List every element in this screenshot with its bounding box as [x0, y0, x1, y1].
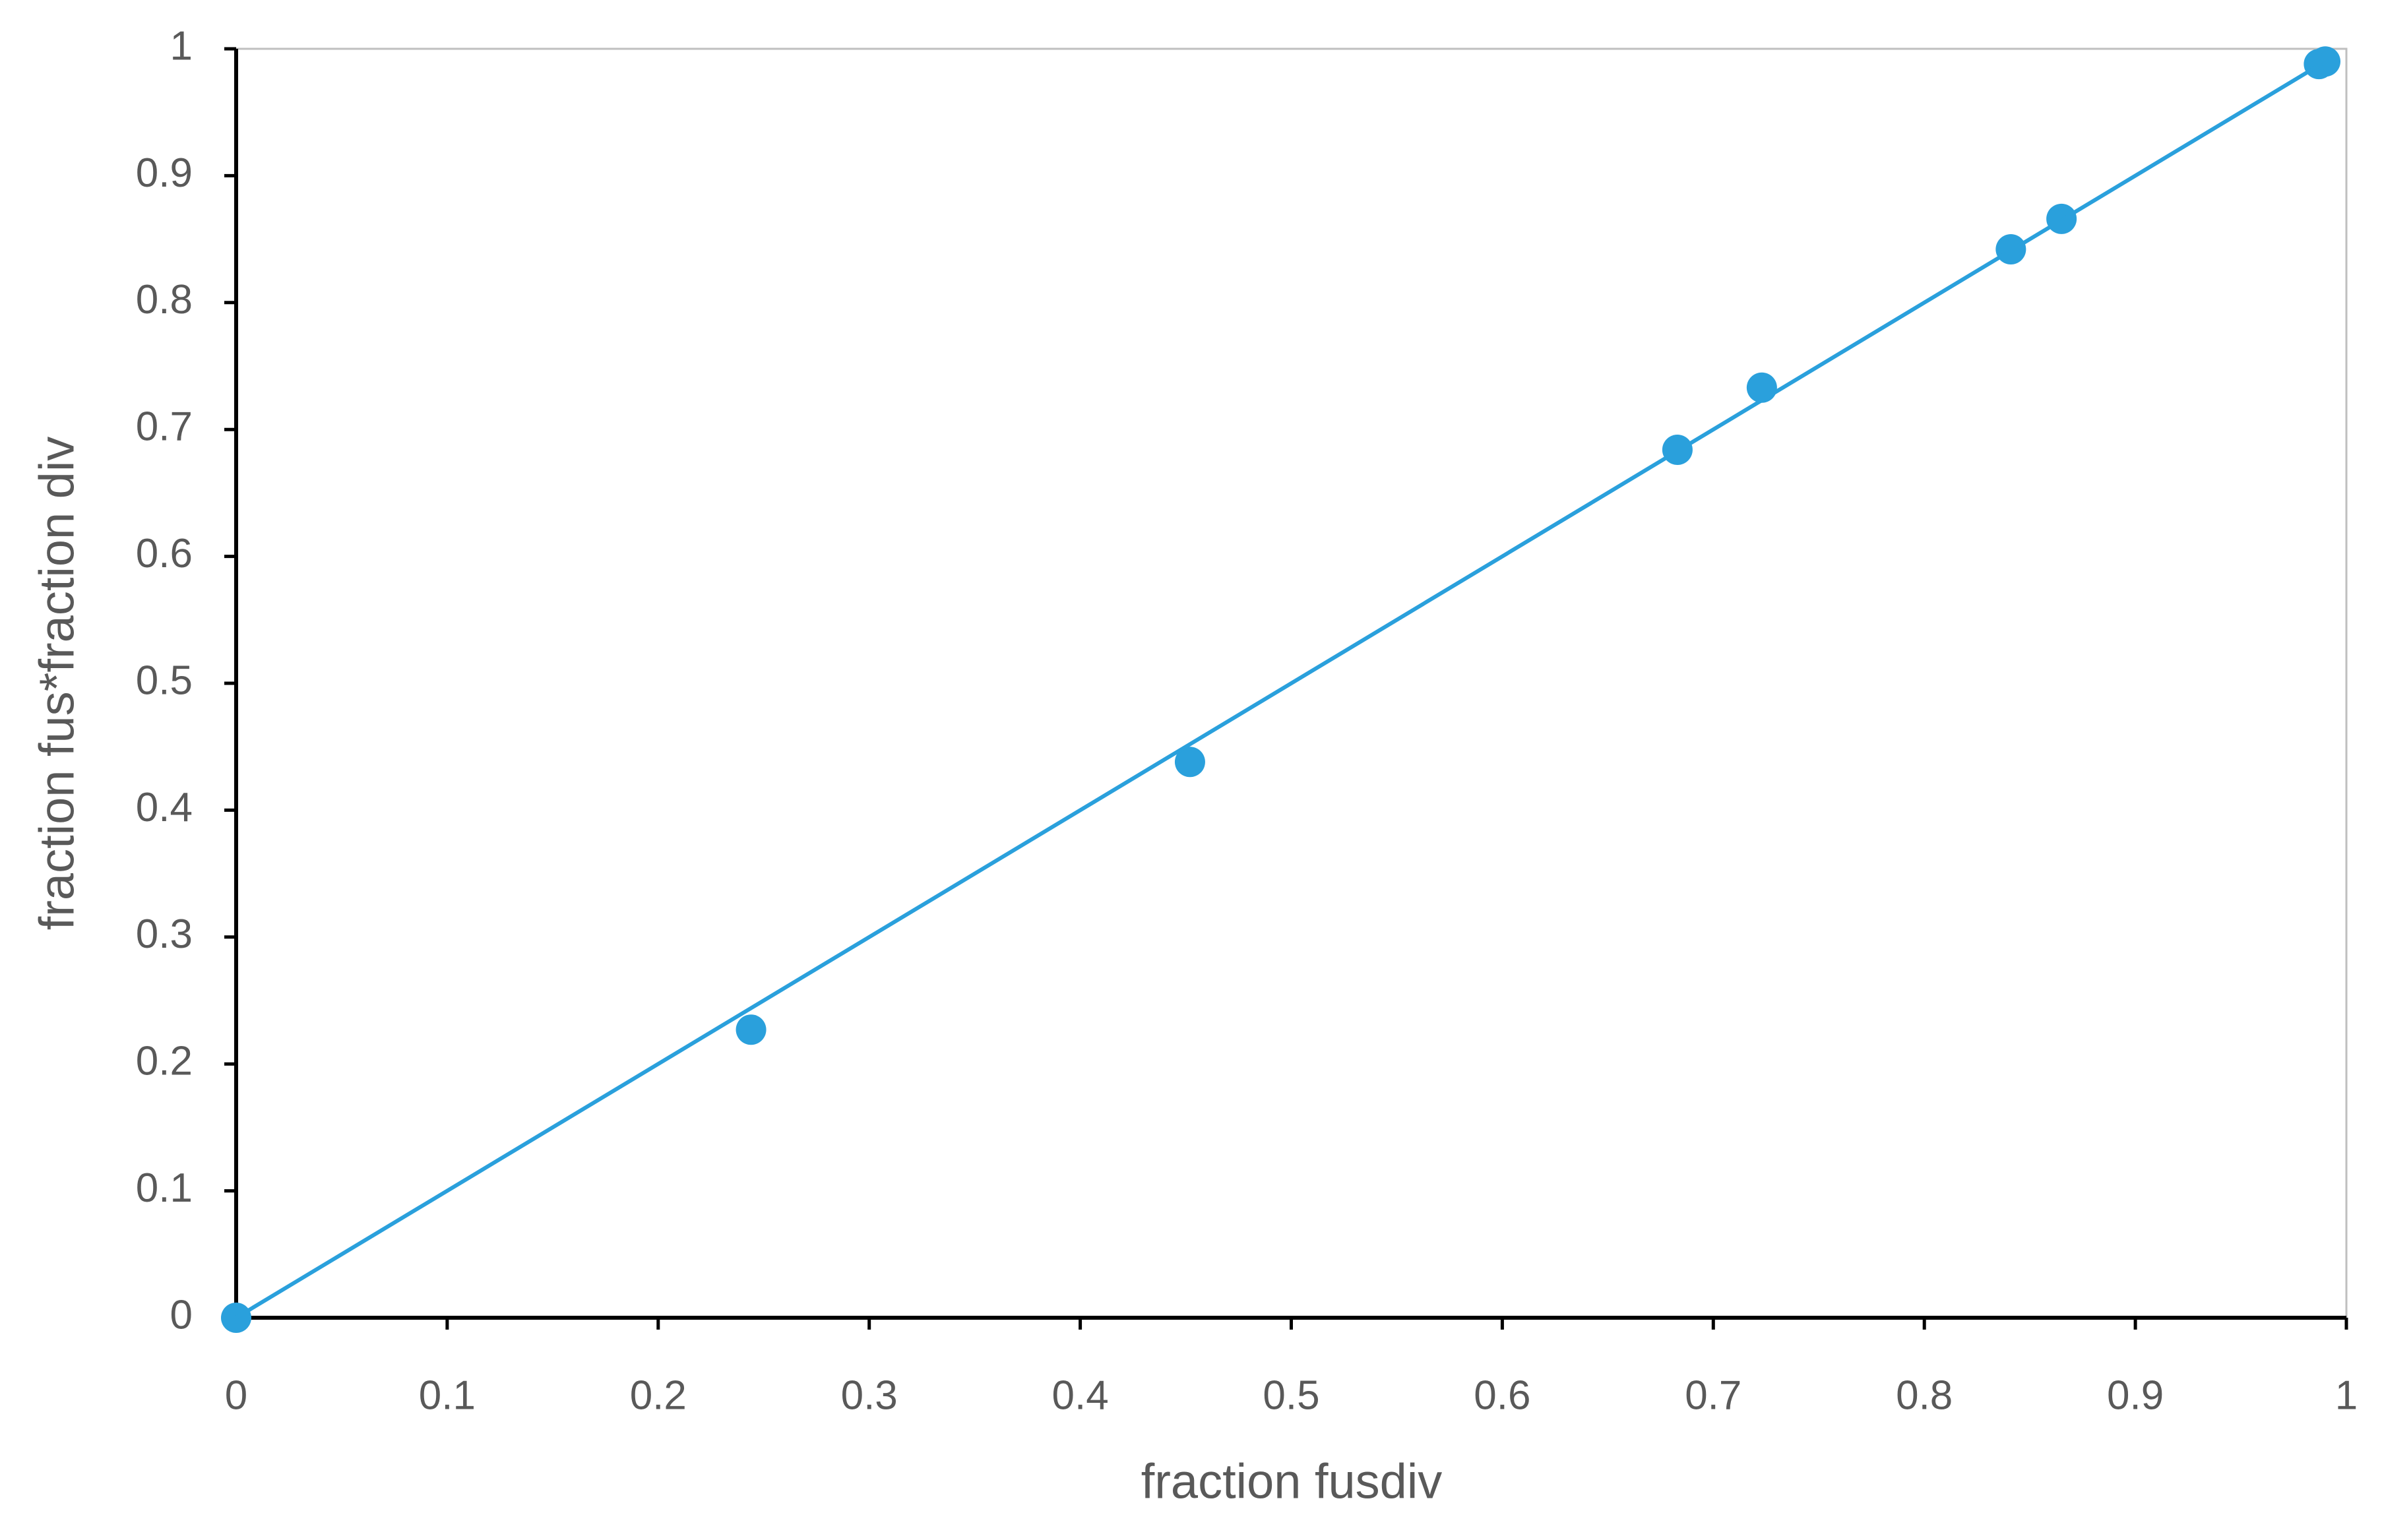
- y-tick-label: 0.8: [136, 277, 193, 323]
- y-tick-label: 0.9: [136, 150, 193, 196]
- y-axis-title: fraction fus*fraction div: [30, 437, 84, 931]
- y-tick-label: 0.3: [136, 911, 193, 957]
- trend-line: [235, 59, 2327, 1320]
- x-tick-label: 0.4: [1051, 1372, 1108, 1418]
- y-tick-label: 0.2: [136, 1039, 193, 1084]
- x-tick-label: 0.8: [1896, 1372, 1953, 1418]
- y-tick-label: 0: [170, 1292, 193, 1338]
- x-tick-label: 0.1: [419, 1372, 476, 1418]
- y-tick-label: 0.6: [136, 531, 193, 576]
- y-tick-label: 1: [170, 23, 193, 69]
- x-tick-label: 1: [2335, 1372, 2358, 1418]
- x-tick-label: 0: [225, 1372, 247, 1418]
- data-point: [1174, 747, 1205, 778]
- x-tick-label: 0.6: [1474, 1372, 1530, 1418]
- y-tick-label: 0.4: [136, 785, 193, 830]
- x-tick-label: 0.3: [841, 1372, 898, 1418]
- y-tick-label: 0.5: [136, 658, 193, 703]
- y-tick-label: 0.7: [136, 404, 193, 450]
- x-tick-label: 0.7: [1685, 1372, 1741, 1418]
- x-axis-title: fraction fusdiv: [1141, 1454, 1443, 1509]
- x-tick-label: 0.9: [2107, 1372, 2164, 1418]
- y-tick-label: 0.1: [136, 1165, 193, 1211]
- data-point: [736, 1014, 767, 1045]
- x-tick-label: 0.5: [1263, 1372, 1319, 1418]
- x-tick-label: 0.2: [630, 1372, 687, 1418]
